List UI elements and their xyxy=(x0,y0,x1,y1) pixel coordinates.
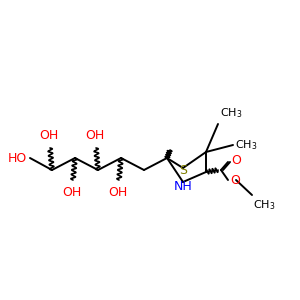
Text: OH: OH xyxy=(39,129,58,142)
Text: NH: NH xyxy=(174,180,192,193)
Text: CH$_3$: CH$_3$ xyxy=(235,138,257,152)
Text: O: O xyxy=(231,154,241,166)
Text: HO: HO xyxy=(8,152,27,164)
Text: OH: OH xyxy=(62,186,82,199)
Text: CH$_3$: CH$_3$ xyxy=(220,106,242,120)
Text: CH$_3$: CH$_3$ xyxy=(253,198,275,212)
Text: O: O xyxy=(230,173,240,187)
Text: OH: OH xyxy=(108,186,128,199)
Text: OH: OH xyxy=(85,129,105,142)
Text: S: S xyxy=(179,164,187,176)
